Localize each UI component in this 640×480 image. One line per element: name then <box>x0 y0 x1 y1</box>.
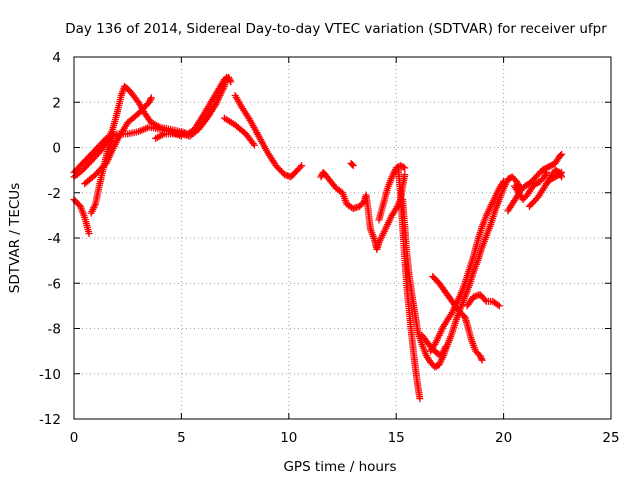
data-point-marker <box>146 97 154 105</box>
data-point-marker <box>541 171 549 179</box>
data-point-marker <box>540 173 548 181</box>
data-point-marker <box>476 352 484 360</box>
data-point-marker <box>223 73 231 81</box>
data-series <box>504 150 566 215</box>
data-point-marker <box>557 151 565 159</box>
y-tick-label: -2 <box>48 186 61 202</box>
data-series <box>70 196 93 237</box>
data-points <box>70 73 566 403</box>
data-point-marker <box>296 163 304 171</box>
x-tick-label: 25 <box>602 430 619 446</box>
data-point-marker <box>227 78 235 86</box>
data-point-marker <box>147 94 155 102</box>
y-tick-label: 2 <box>52 95 61 111</box>
data-point-marker <box>494 301 502 309</box>
x-tick-label: 10 <box>280 430 297 446</box>
y-tick-label: -4 <box>48 231 61 247</box>
data-series <box>152 73 231 142</box>
y-axis-label: SDTVAR / TECUs <box>7 183 23 293</box>
data-series <box>463 291 503 310</box>
x-axis-label: GPS time / hours <box>283 459 396 475</box>
data-point-marker <box>442 343 450 351</box>
y-tick-label: 0 <box>52 141 61 157</box>
data-series <box>427 177 508 355</box>
data-point-marker <box>298 162 306 170</box>
data-point-marker <box>477 355 485 363</box>
data-point-marker <box>555 168 563 176</box>
data-point-marker <box>556 170 564 178</box>
data-series <box>347 159 357 170</box>
axes <box>73 56 612 420</box>
x-tick-label: 0 <box>70 430 79 446</box>
y-tick-label: -8 <box>48 322 61 338</box>
chart-title: Day 136 of 2014, Sidereal Day-to-day VTE… <box>65 21 607 37</box>
y-tick-label: 4 <box>52 50 61 66</box>
data-point-marker <box>401 164 409 172</box>
x-tick-label: 20 <box>495 430 512 446</box>
x-tick-label: 5 <box>177 430 186 446</box>
data-point-marker <box>477 353 485 361</box>
data-series <box>418 331 450 360</box>
data-point-marker <box>250 141 258 149</box>
data-series <box>87 134 117 217</box>
data-point-marker <box>133 97 141 105</box>
data-point-marker <box>557 171 565 179</box>
data-point-marker <box>481 296 489 304</box>
data-point-marker <box>399 163 407 171</box>
data-point-marker <box>348 160 356 168</box>
data-series <box>220 114 258 149</box>
data-point-marker <box>558 150 566 158</box>
data-series <box>231 91 306 181</box>
data-point-marker <box>542 170 550 178</box>
data-point-marker <box>85 229 93 237</box>
data-point-marker <box>478 356 486 364</box>
data-point-marker <box>495 302 503 310</box>
data-point-marker <box>558 173 566 181</box>
data-point-marker <box>416 395 424 403</box>
data-series <box>543 166 566 188</box>
data-point-marker <box>401 171 409 179</box>
x-tick-label: 15 <box>388 430 405 446</box>
data-series <box>429 272 486 364</box>
data-point-marker <box>145 98 153 106</box>
y-tick-label: -12 <box>39 412 61 428</box>
y-tick-label: -6 <box>48 276 61 292</box>
data-point-marker <box>349 162 357 170</box>
data-point-marker <box>500 177 508 185</box>
data-point-marker <box>109 134 117 142</box>
data-point-marker <box>249 140 257 148</box>
y-tick-label: -10 <box>39 367 61 383</box>
data-point-marker <box>147 95 155 103</box>
